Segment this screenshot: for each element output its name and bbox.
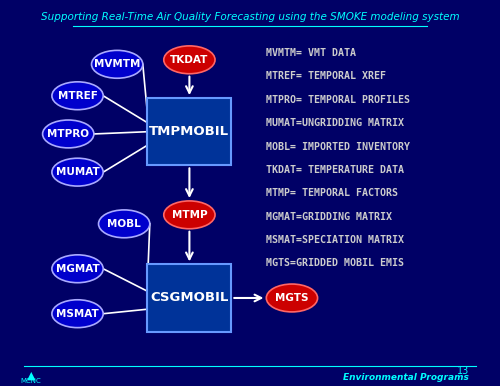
FancyBboxPatch shape (148, 98, 232, 166)
Text: MUMAT: MUMAT (56, 167, 100, 177)
Text: MGTS=GRIDDED MOBIL EMIS: MGTS=GRIDDED MOBIL EMIS (266, 258, 404, 268)
Ellipse shape (164, 46, 215, 74)
Text: MTMP: MTMP (172, 210, 207, 220)
Ellipse shape (98, 210, 150, 238)
Text: MUMAT=UNGRIDDING MATRIX: MUMAT=UNGRIDDING MATRIX (266, 118, 404, 128)
Text: CSGMOBIL: CSGMOBIL (150, 291, 228, 305)
Text: 13: 13 (457, 366, 469, 376)
Text: MTPRO: MTPRO (47, 129, 89, 139)
Ellipse shape (42, 120, 94, 148)
Text: MVMTM: MVMTM (94, 59, 140, 69)
Text: MGTS: MGTS (275, 293, 308, 303)
Text: TMPMOBIL: TMPMOBIL (150, 125, 230, 138)
Text: MTREF: MTREF (58, 91, 98, 101)
Text: MOBL: MOBL (108, 219, 141, 229)
Text: MTPRO= TEMPORAL PROFILES: MTPRO= TEMPORAL PROFILES (266, 95, 410, 105)
Ellipse shape (52, 255, 103, 283)
Text: MTREF= TEMPORAL XREF: MTREF= TEMPORAL XREF (266, 71, 386, 81)
FancyBboxPatch shape (148, 264, 232, 332)
Text: MVMTM= VMT DATA: MVMTM= VMT DATA (266, 48, 356, 58)
Text: MSMAT=SPECIATION MATRIX: MSMAT=SPECIATION MATRIX (266, 235, 404, 245)
Ellipse shape (52, 158, 103, 186)
Text: MGMAT: MGMAT (56, 264, 100, 274)
Text: MSMAT: MSMAT (56, 309, 99, 319)
Text: TKDAT= TEMPERATURE DATA: TKDAT= TEMPERATURE DATA (266, 165, 404, 175)
Text: MGMAT=GRIDDING MATRIX: MGMAT=GRIDDING MATRIX (266, 212, 392, 222)
Ellipse shape (266, 284, 318, 312)
Text: MCNC: MCNC (20, 378, 42, 384)
Text: Supporting Real-Time Air Quality Forecasting using the SMOKE modeling system: Supporting Real-Time Air Quality Forecas… (40, 12, 460, 22)
Ellipse shape (52, 300, 103, 328)
Text: MTMP= TEMPORAL FACTORS: MTMP= TEMPORAL FACTORS (266, 188, 398, 198)
Ellipse shape (52, 82, 103, 110)
Text: Environmental Programs: Environmental Programs (343, 374, 469, 383)
Ellipse shape (92, 50, 143, 78)
Text: ▲: ▲ (26, 370, 35, 380)
Text: TKDAT: TKDAT (170, 55, 208, 65)
Text: MOBL= IMPORTED INVENTORY: MOBL= IMPORTED INVENTORY (266, 142, 410, 152)
Ellipse shape (164, 201, 215, 229)
